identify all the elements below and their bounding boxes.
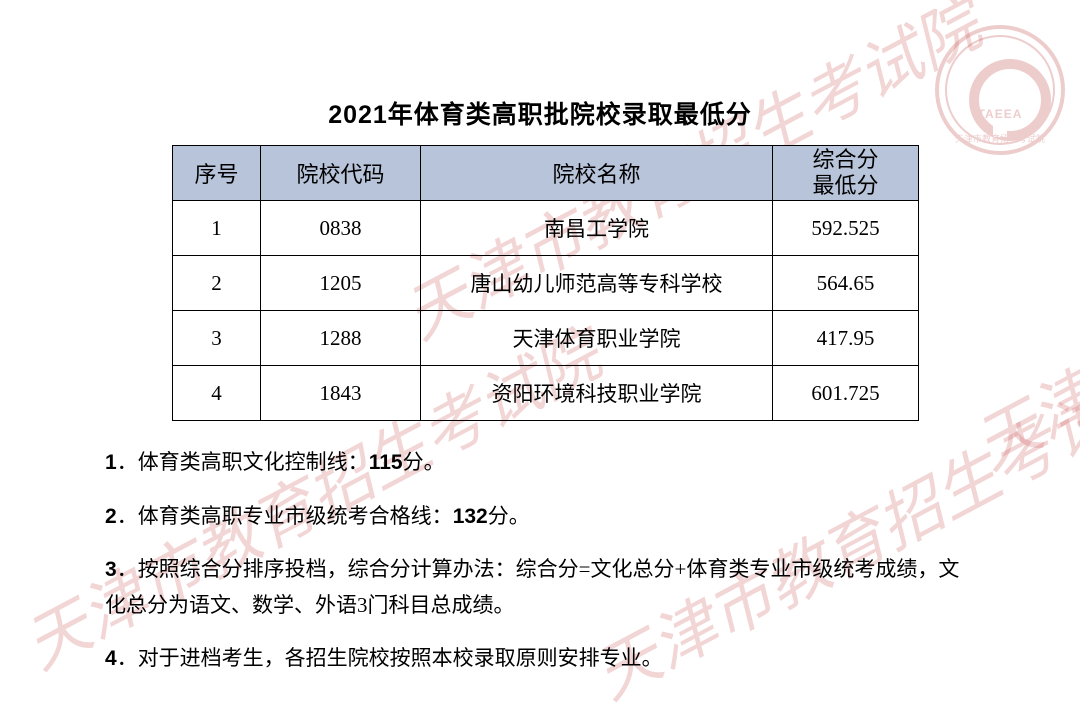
cell-name: 资阳环境科技职业学院 [421,366,773,421]
table-row: 2 1205 唐山幼儿师范高等专科学校 564.65 [173,256,919,311]
note-3: 3．按照综合分排序投档，综合分计算办法：综合分=文化总分+体育类专业市级统考成绩… [105,552,975,622]
cell-code: 1843 [261,366,421,421]
col-name: 院校名称 [421,146,773,201]
cell-seq: 3 [173,311,261,366]
watermark: 天津市教育招生考试院 [956,105,1080,487]
footnotes: 1．体育类高职文化控制线：115分。 2．体育类高职专业市级统考合格线：132分… [105,445,975,694]
cell-name: 南昌工学院 [421,201,773,256]
cell-code: 1205 [261,256,421,311]
table-row: 1 0838 南昌工学院 592.525 [173,201,919,256]
cell-seq: 4 [173,366,261,421]
seal-label-cn: 天津市教育招生考试院 [935,132,1065,145]
note-4: 4．对于进档考生，各招生院校按照本校录取原则安排专业。 [105,641,975,677]
note-2: 2．体育类高职专业市级统考合格线：132分。 [105,499,975,535]
table-row: 3 1288 天津体育职业学院 417.95 [173,311,919,366]
cell-score: 601.725 [773,366,919,421]
col-seq: 序号 [173,146,261,201]
cell-score: 417.95 [773,311,919,366]
note-1: 1．体育类高职文化控制线：115分。 [105,445,975,481]
cell-name: 天津体育职业学院 [421,311,773,366]
page-title: 2021年体育类高职批院校录取最低分 [0,95,1080,131]
cell-code: 1288 [261,311,421,366]
col-score: 综合分 最低分 [773,146,919,201]
cell-seq: 2 [173,256,261,311]
document-page: TAEEA 天津市教育招生考试院 天津市教育招生考试院 天津市教育招生考试院 天… [0,0,1080,710]
col-code: 院校代码 [261,146,421,201]
cell-seq: 1 [173,201,261,256]
cell-score: 592.525 [773,201,919,256]
cell-code: 0838 [261,201,421,256]
cell-score: 564.65 [773,256,919,311]
authority-seal: TAEEA 天津市教育招生考试院 [935,25,1065,155]
table-row: 4 1843 资阳环境科技职业学院 601.725 [173,366,919,421]
score-table: 序号 院校代码 院校名称 综合分 最低分 1 0838 南昌工学院 [172,145,918,421]
cell-name: 唐山幼儿师范高等专科学校 [421,256,773,311]
table-header-row: 序号 院校代码 院校名称 综合分 最低分 [173,146,919,201]
